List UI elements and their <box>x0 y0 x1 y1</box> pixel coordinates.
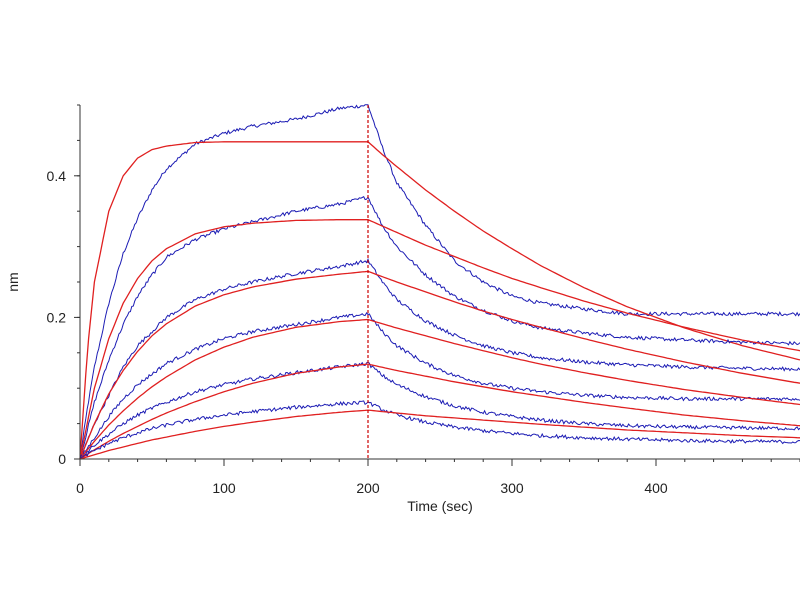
fit-curve-1 <box>79 141 800 460</box>
fit-curve-11 <box>79 409 800 460</box>
fit-curve-9 <box>79 363 800 460</box>
y-tick-label: 0 <box>58 451 66 467</box>
x-tick-label: 0 <box>76 480 84 496</box>
x-tick-label: 300 <box>500 480 524 496</box>
series-layer <box>79 104 800 460</box>
measured-trace-6 <box>79 312 800 459</box>
x-tick-label: 100 <box>212 480 236 496</box>
fit-curve-3 <box>79 219 800 460</box>
axes-layer: 0 0.2 0.4 0 100 200 300 400 <box>47 104 800 496</box>
x-tick-label: 200 <box>356 480 380 496</box>
measured-trace-2 <box>79 196 800 460</box>
x-axis-title: Time (sec) <box>407 498 473 514</box>
measured-trace-0 <box>79 104 800 459</box>
x-tick-label: 400 <box>644 480 668 496</box>
y-axis-title: nm <box>5 272 21 291</box>
fit-curve-5 <box>79 270 800 460</box>
y-tick-label: 0.4 <box>47 168 67 184</box>
measured-trace-8 <box>79 361 800 460</box>
fit-curve-7 <box>79 318 800 460</box>
y-tick-label: 0.2 <box>47 309 67 325</box>
measured-trace-10 <box>79 400 800 460</box>
measured-trace-4 <box>79 257 800 459</box>
